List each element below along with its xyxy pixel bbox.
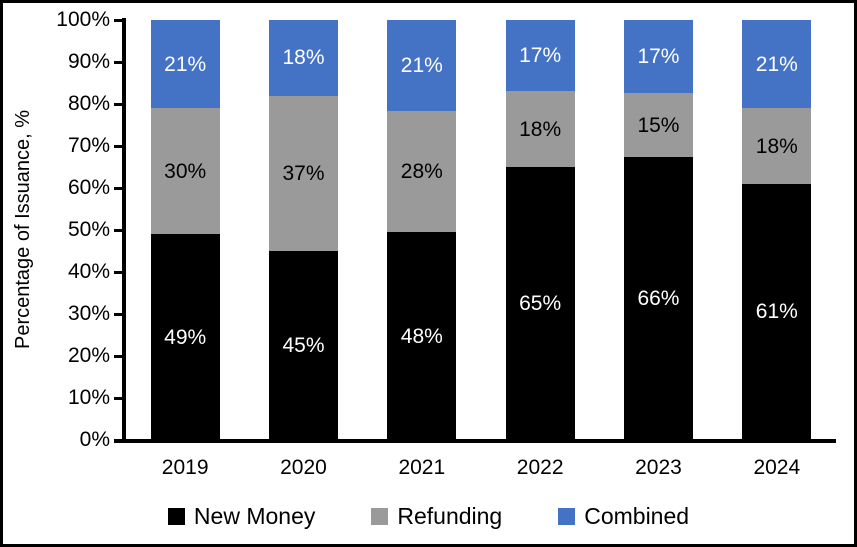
legend-item-combined: Combined xyxy=(558,501,689,531)
bar-value-label: 17% xyxy=(637,44,680,68)
bar-segment-new-money: 49% xyxy=(150,234,220,440)
bar-2022: 65% 18% 17% xyxy=(505,20,575,440)
bar-segment-combined: 21% xyxy=(387,20,457,111)
bar-value-label: 18% xyxy=(519,117,562,141)
y-tick-mark xyxy=(114,313,123,316)
bar-value-label: 21% xyxy=(164,52,207,76)
bar-value-label: 66% xyxy=(637,287,680,311)
y-tick-label: 100% xyxy=(56,8,110,31)
y-tick-mark xyxy=(114,271,123,274)
y-tick-label: 0% xyxy=(79,428,110,451)
y-tick-mark xyxy=(114,103,123,106)
legend-item-new-money: New Money xyxy=(167,501,316,531)
y-tick-mark xyxy=(114,145,123,148)
legend-label: New Money xyxy=(193,503,316,529)
legend-item-refunding: Refunding xyxy=(371,501,502,531)
y-tick-label: 40% xyxy=(67,260,110,283)
bar-segment-new-money: 48% xyxy=(387,232,457,440)
x-axis-labels: 2019 2020 2021 2022 2023 2024 xyxy=(126,455,836,481)
bar-segment-combined: 17% xyxy=(505,20,575,92)
bar-segment-refunding: 18% xyxy=(505,91,575,167)
bar-value-label: 28% xyxy=(400,160,443,184)
bar-segment-refunding: 28% xyxy=(387,110,457,233)
bar-value-label: 48% xyxy=(400,324,443,348)
y-tick-label: 90% xyxy=(67,50,110,73)
bar-segment-combined: 18% xyxy=(268,20,338,96)
bar-segment-new-money: 45% xyxy=(268,251,338,440)
legend-swatch-icon xyxy=(558,507,576,525)
legend: New Money Refunding Combined xyxy=(3,497,854,535)
plot-area: 49% 30% 21% 45% 37% 18% 48% 28% 21% 65% 18% 17% 66% 1… xyxy=(126,20,836,440)
x-category-label: 2023 xyxy=(635,456,682,479)
bar-2024: 61% 18% 21% xyxy=(742,20,812,440)
bar-value-label: 61% xyxy=(755,300,798,324)
bar-segment-refunding: 15% xyxy=(623,92,693,158)
y-tick-mark xyxy=(114,187,123,190)
y-tick-label: 30% xyxy=(67,302,110,325)
y-tick-label: 50% xyxy=(67,218,110,241)
bar-segment-combined: 17% xyxy=(623,20,693,93)
y-tick-label: 80% xyxy=(67,92,110,115)
bar-segment-combined: 21% xyxy=(150,20,220,109)
bar-value-label: 30% xyxy=(164,159,207,183)
y-tick-mark xyxy=(114,397,123,400)
bar-segment-new-money: 65% xyxy=(505,167,575,440)
bar-segment-combined: 21% xyxy=(742,20,812,109)
y-tick-mark xyxy=(114,19,123,22)
bar-segment-refunding: 37% xyxy=(268,95,338,251)
y-tick-mark xyxy=(114,61,123,64)
bar-value-label: 18% xyxy=(282,46,325,70)
legend-swatch-icon xyxy=(371,507,389,525)
bar-value-label: 49% xyxy=(164,325,207,349)
y-tick-label: 70% xyxy=(67,134,110,157)
x-category-label: 2019 xyxy=(161,456,209,479)
bar-segment-new-money: 61% xyxy=(742,183,812,440)
y-tick-label: 20% xyxy=(67,344,110,367)
legend-label: Combined xyxy=(584,503,690,529)
x-category-label: 2024 xyxy=(753,456,801,479)
bar-value-label: 65% xyxy=(519,292,562,315)
bar-2019: 49% 30% 21% xyxy=(150,20,220,440)
bar-2023: 66% 15% 17% xyxy=(623,20,693,440)
bar-value-label: 45% xyxy=(282,334,325,357)
bar-segment-refunding: 18% xyxy=(742,108,812,184)
y-tick-mark xyxy=(114,355,123,358)
y-tick-label: 60% xyxy=(67,176,110,199)
bar-value-label: 15% xyxy=(637,113,680,137)
x-axis-line xyxy=(114,439,836,443)
bar-2021: 48% 28% 21% xyxy=(387,20,457,440)
bar-value-label: 17% xyxy=(519,44,562,68)
bar-value-label: 21% xyxy=(400,53,443,77)
bar-value-label: 37% xyxy=(282,161,325,185)
bar-segment-refunding: 30% xyxy=(150,108,220,235)
legend-label: Refunding xyxy=(397,503,503,529)
y-tick-label: 10% xyxy=(67,386,110,409)
x-category-label: 2022 xyxy=(516,456,564,479)
x-category-label: 2021 xyxy=(398,456,446,479)
x-category-label: 2020 xyxy=(280,456,327,479)
y-tick-mark xyxy=(114,229,123,232)
bar-value-label: 21% xyxy=(755,52,798,76)
bar-segment-new-money: 66% xyxy=(623,157,693,440)
bar-2020: 45% 37% 18% xyxy=(268,20,338,440)
legend-swatch-icon xyxy=(167,507,185,525)
bar-value-label: 18% xyxy=(755,134,798,158)
y-axis-line xyxy=(122,18,126,443)
